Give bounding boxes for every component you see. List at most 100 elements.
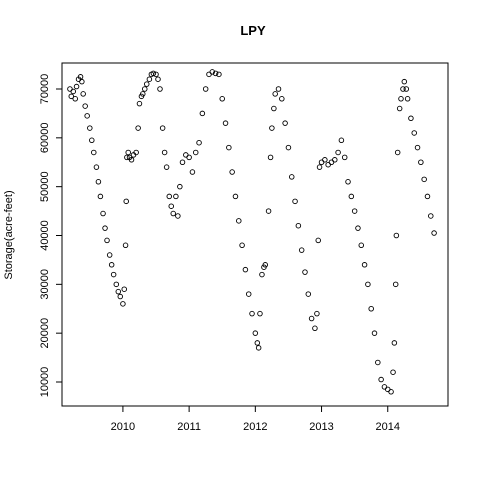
point <box>371 330 378 336</box>
y-tick-label: 70000 <box>39 74 51 105</box>
point <box>229 169 235 175</box>
point <box>428 213 434 219</box>
point <box>155 76 161 82</box>
point <box>282 120 288 126</box>
point <box>279 96 285 102</box>
point <box>153 71 159 78</box>
point <box>120 301 126 307</box>
point <box>393 232 400 239</box>
point <box>401 78 408 85</box>
point <box>177 183 183 190</box>
point <box>315 237 321 244</box>
point <box>175 213 181 219</box>
point <box>368 305 374 312</box>
point <box>257 310 263 317</box>
point <box>267 154 274 161</box>
point <box>298 247 305 253</box>
point <box>79 78 85 85</box>
point <box>100 210 106 217</box>
point <box>418 159 424 166</box>
point <box>125 149 131 156</box>
point <box>104 237 110 244</box>
point <box>196 139 202 146</box>
point <box>275 86 282 92</box>
point <box>351 208 358 214</box>
point <box>236 218 242 224</box>
point <box>424 193 431 200</box>
point <box>269 125 275 131</box>
point <box>411 130 417 136</box>
point <box>398 96 404 102</box>
point <box>262 262 269 268</box>
point <box>122 242 129 249</box>
point <box>285 144 292 151</box>
point <box>249 310 255 317</box>
point <box>136 100 143 107</box>
point <box>166 193 173 200</box>
point <box>133 149 139 156</box>
point <box>209 69 216 75</box>
y-axis-label: Storage(acre-feet) <box>3 190 15 279</box>
point <box>84 113 90 119</box>
point <box>431 230 437 236</box>
point <box>392 281 399 288</box>
point <box>80 91 86 97</box>
x-tick-label: 2012 <box>243 421 267 433</box>
point <box>189 169 196 175</box>
point <box>265 208 272 214</box>
plot-frame <box>61 62 449 407</box>
point <box>345 179 351 185</box>
point <box>170 210 176 217</box>
point <box>199 110 206 117</box>
point <box>408 115 414 122</box>
point <box>394 149 401 156</box>
point <box>232 193 239 200</box>
point <box>288 174 295 180</box>
point <box>146 76 153 82</box>
point <box>121 286 127 292</box>
y-tick-label: 10000 <box>39 367 51 398</box>
point <box>117 293 124 300</box>
point <box>143 81 150 87</box>
point <box>97 193 104 200</box>
point <box>128 157 135 163</box>
point <box>93 164 100 170</box>
point <box>421 176 427 183</box>
point <box>308 315 315 322</box>
point <box>239 242 245 249</box>
point <box>202 86 209 92</box>
point <box>400 86 406 92</box>
point <box>242 266 249 273</box>
point <box>73 83 80 90</box>
point <box>295 222 302 229</box>
point <box>355 225 361 231</box>
point <box>161 149 168 156</box>
point <box>272 91 278 97</box>
point <box>365 281 371 288</box>
point <box>254 340 261 346</box>
point <box>179 159 186 166</box>
point <box>358 242 365 249</box>
point <box>123 198 129 205</box>
point <box>361 262 368 268</box>
point <box>157 86 163 92</box>
point <box>396 105 403 112</box>
point <box>245 291 252 297</box>
point <box>391 340 398 346</box>
point <box>216 71 222 78</box>
point <box>106 252 113 258</box>
chart-title: LPY <box>240 23 266 38</box>
point <box>192 149 199 156</box>
point <box>91 149 97 156</box>
point <box>316 164 323 170</box>
point <box>403 86 410 92</box>
point <box>252 330 259 336</box>
point <box>259 271 265 278</box>
point <box>390 369 396 375</box>
point <box>82 103 88 109</box>
point <box>305 291 312 297</box>
point <box>414 144 421 151</box>
y-tick-label: 20000 <box>39 318 51 349</box>
x-tick-label: 2013 <box>309 421 333 433</box>
point <box>271 105 277 112</box>
